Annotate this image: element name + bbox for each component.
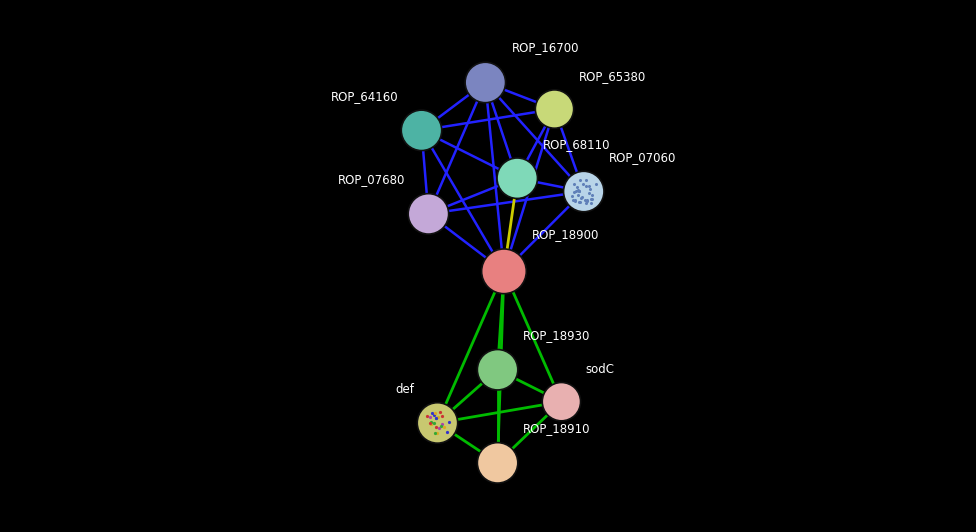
Circle shape — [536, 90, 574, 128]
Text: ROP_16700: ROP_16700 — [512, 41, 580, 54]
Text: ROP_18910: ROP_18910 — [523, 422, 590, 436]
Text: ROP_65380: ROP_65380 — [579, 70, 646, 83]
Text: sodC: sodC — [586, 363, 615, 376]
Circle shape — [563, 171, 604, 212]
Circle shape — [477, 443, 518, 483]
Circle shape — [466, 62, 506, 103]
Circle shape — [477, 350, 518, 390]
Text: ROP_68110: ROP_68110 — [543, 138, 610, 151]
Text: ROP_18930: ROP_18930 — [523, 329, 590, 343]
Text: def: def — [395, 383, 415, 396]
Text: ROP_18900: ROP_18900 — [532, 228, 599, 241]
Circle shape — [418, 403, 458, 443]
Circle shape — [497, 158, 538, 198]
Circle shape — [401, 110, 442, 151]
Text: ROP_07060: ROP_07060 — [609, 151, 676, 164]
Circle shape — [408, 194, 449, 234]
Text: ROP_64160: ROP_64160 — [331, 90, 398, 103]
Circle shape — [481, 249, 526, 294]
Text: ROP_07680: ROP_07680 — [338, 173, 406, 187]
Circle shape — [543, 383, 581, 421]
